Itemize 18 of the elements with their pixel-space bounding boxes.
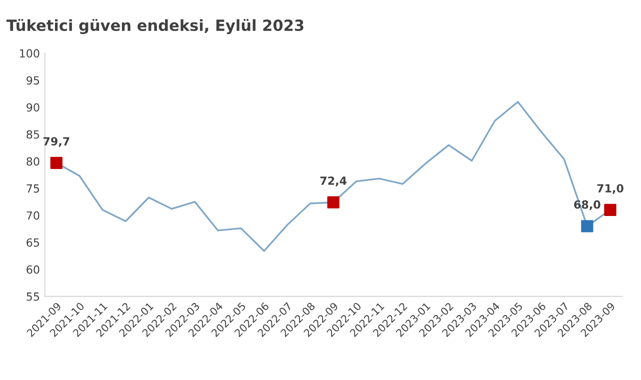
point xyxy=(50,156,62,169)
y-tick-label: 60 xyxy=(26,265,40,274)
point xyxy=(604,204,616,216)
data-label: 72,4 xyxy=(320,176,347,186)
point xyxy=(581,220,594,232)
point xyxy=(327,196,340,208)
data-label: 79,7 xyxy=(43,137,70,147)
y-tick-label: 100 xyxy=(20,49,40,58)
y-tick-label: 75 xyxy=(26,184,40,193)
y-tick-label: 70 xyxy=(26,211,40,220)
y-tick-label: 90 xyxy=(26,103,40,112)
y-tick-label: 55 xyxy=(26,292,40,301)
y-tick-label: 95 xyxy=(26,76,40,85)
data-label: 71,0 xyxy=(597,184,624,194)
chart-title: Tüketici güven endeksi, Eylül 2023 xyxy=(6,19,304,34)
y-tick-label: 80 xyxy=(26,157,40,166)
y-tick-label: 85 xyxy=(26,130,40,139)
y-tick-label: 65 xyxy=(26,238,40,247)
